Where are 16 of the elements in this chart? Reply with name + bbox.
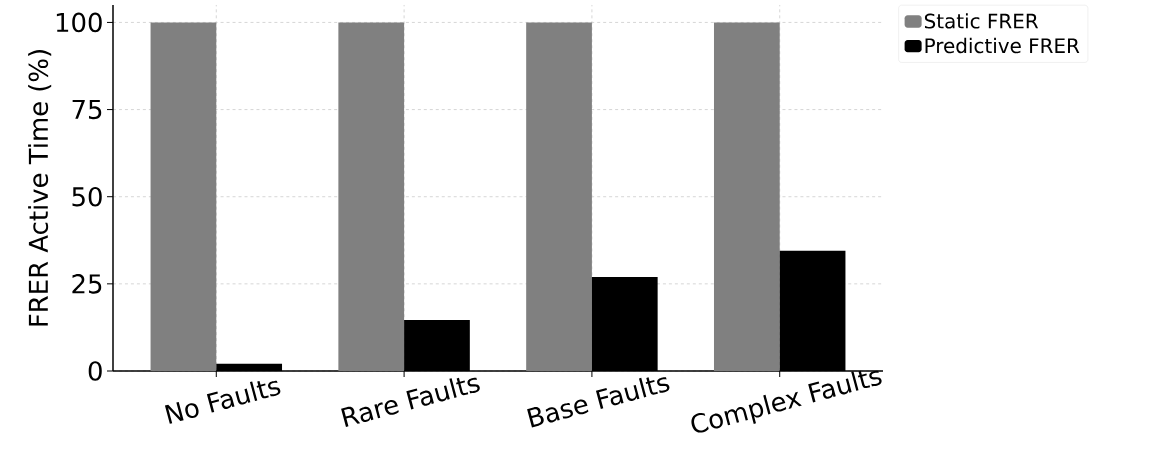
y-tick-label: 50 [72, 186, 102, 207]
bar [526, 22, 592, 371]
x-tick-label: Base Faults [527, 377, 670, 428]
x-tick-label: No Faults [164, 380, 281, 424]
x-tick-label: Rare Faults [341, 377, 480, 427]
bar [713, 22, 780, 371]
y-tick-label: 75 [72, 99, 102, 120]
legend-label: Static FRER [924, 13, 1039, 29]
y-axis-title: FRER Active Time (%) [28, 50, 52, 326]
y-tick-label: 0 [88, 361, 102, 381]
bar [150, 22, 217, 371]
legend-label: Predictive FRER [925, 37, 1080, 54]
y-tick-label: 25 [72, 274, 102, 294]
y-tick-label: 100 [56, 12, 102, 33]
x-tick-label: Complex Faults [691, 370, 882, 433]
bar [338, 22, 405, 371]
